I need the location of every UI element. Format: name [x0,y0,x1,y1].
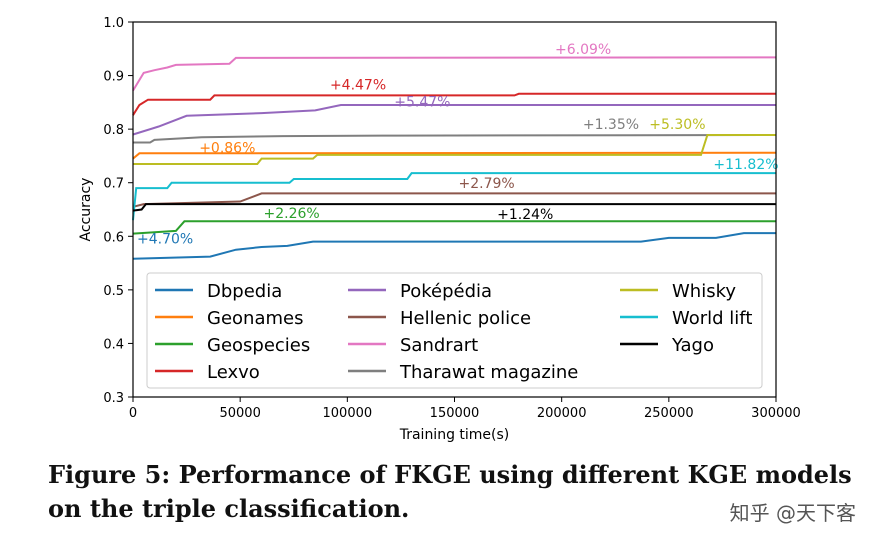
x-tick-label-0: 0 [129,406,137,421]
x-axis-label: Training time(s) [399,427,510,443]
y-tick-label-2: 0.5 [103,284,124,299]
y-axis-label: Accuracy [78,178,94,242]
legend-label-5: Hellenic police [400,308,531,329]
legend-label-0: Dbpedia [207,281,282,302]
x-tick-label-5: 250000 [644,406,694,421]
x-tick-label-6: 300000 [751,406,801,421]
legend-label-8: Whisky [672,281,736,302]
annotation-9: +1.24% [497,207,553,223]
x-tick-label-1: 50000 [219,406,260,421]
y-tick-label-3: 0.6 [103,230,124,245]
legend-label-2: Geospecies [207,335,310,356]
series-line-10 [132,203,776,212]
x-tick-label-2: 100000 [323,406,373,421]
series-line-0 [132,232,776,260]
legend-label-1: Geonames [207,308,303,329]
legend-label-3: Lexvo [207,362,260,383]
series-line-3 [132,92,776,116]
y-tick-label-7: 1.0 [103,16,124,31]
series-line-8 [133,134,776,165]
annotation-5: +0.86% [199,141,255,157]
annotation-1: +4.47% [330,78,386,94]
y-tick-label-6: 0.9 [103,70,124,85]
annotation-6: +11.82% [713,157,778,173]
series-line-9 [132,172,776,221]
annotation-0: +6.09% [555,42,611,58]
legend-label-10: Yago [671,335,714,356]
series-line-1 [132,151,777,160]
y-tick-label-0: 0.3 [103,391,124,406]
series-line-4 [132,104,776,136]
legend-label-4: Poképédia [400,281,492,302]
figure-caption: Figure 5: Performance of FKGE using diff… [48,460,852,523]
annotation-7: +2.79% [459,176,515,192]
y-tick-label-1: 0.4 [103,337,124,352]
annotation-10: +4.70% [137,231,193,247]
series-line-7 [133,134,777,144]
legend-label-6: Sandrart [400,335,478,356]
legend-box [146,272,763,389]
series-line-6 [132,56,777,92]
legend-label-9: World lift [672,308,752,329]
x-tick-label-3: 150000 [430,406,480,421]
y-tick-label-5: 0.8 [103,123,124,138]
annotation-3: +1.35% [583,117,639,133]
annotation-8: +2.26% [263,206,319,222]
annotation-2: +5.47% [394,95,450,111]
x-tick-label-4: 200000 [537,406,587,421]
watermark: 知乎 @天下客 [729,501,856,525]
accuracy-chart: +6.09% +4.47% +5.47% +1.35% +5.30% +0.86% +11.… [78,16,801,443]
annotation-4: +5.30% [649,117,705,133]
legend-label-7: Tharawat magazine [399,362,578,383]
series-line-5 [132,192,776,208]
y-tick-label-4: 0.7 [103,177,124,192]
series-line-2 [132,220,776,235]
